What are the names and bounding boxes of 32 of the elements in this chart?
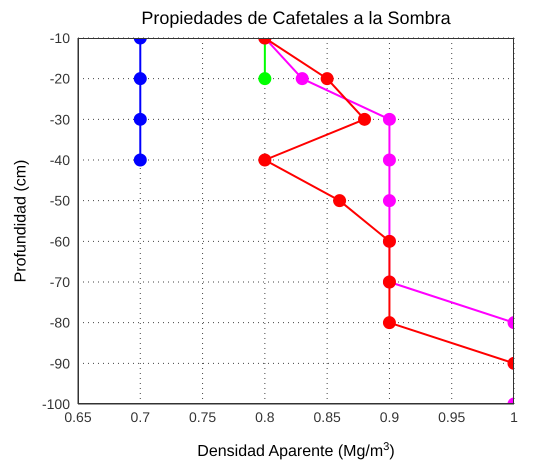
y-tick-label: -20 — [50, 70, 70, 87]
x-tick-label: 0.85 — [314, 408, 341, 425]
x-tick-label: 0.7 — [130, 408, 150, 425]
x-tick-label: 0.75 — [188, 408, 216, 425]
chart-title: Propiedades de Cafetales a la Sombra — [140, 8, 452, 29]
y-tick-label: -50 — [50, 192, 70, 209]
point — [134, 154, 147, 166]
point — [382, 154, 396, 166]
y-axis-title: Profundidad (cm) — [12, 160, 30, 282]
y-tick-label: -10 — [50, 30, 70, 46]
y-tick-label: -70 — [50, 274, 70, 290]
point — [333, 194, 346, 208]
point — [320, 72, 334, 86]
point — [134, 112, 147, 126]
y-tick-label: -90 — [50, 355, 70, 372]
point — [258, 154, 272, 166]
x-axis-title: Densidad Aparente (Mg/m$^{3}$) — [197, 441, 395, 460]
point — [134, 72, 147, 86]
x-tick-label: 0.8 — [255, 408, 275, 425]
x-tick-label: 1 — [510, 408, 518, 425]
point — [296, 72, 309, 86]
point — [382, 194, 396, 208]
point — [382, 112, 396, 126]
y-tick-label: -40 — [50, 152, 70, 168]
y-tick-label: -60 — [50, 233, 70, 250]
x-tick-label: 0.9 — [380, 408, 400, 425]
y-tick-label: -80 — [50, 314, 70, 331]
point — [382, 316, 396, 330]
point — [358, 112, 372, 126]
x-tick-label: 0.95 — [438, 408, 466, 425]
point — [258, 72, 272, 86]
y-tick-label: -30 — [50, 111, 70, 128]
